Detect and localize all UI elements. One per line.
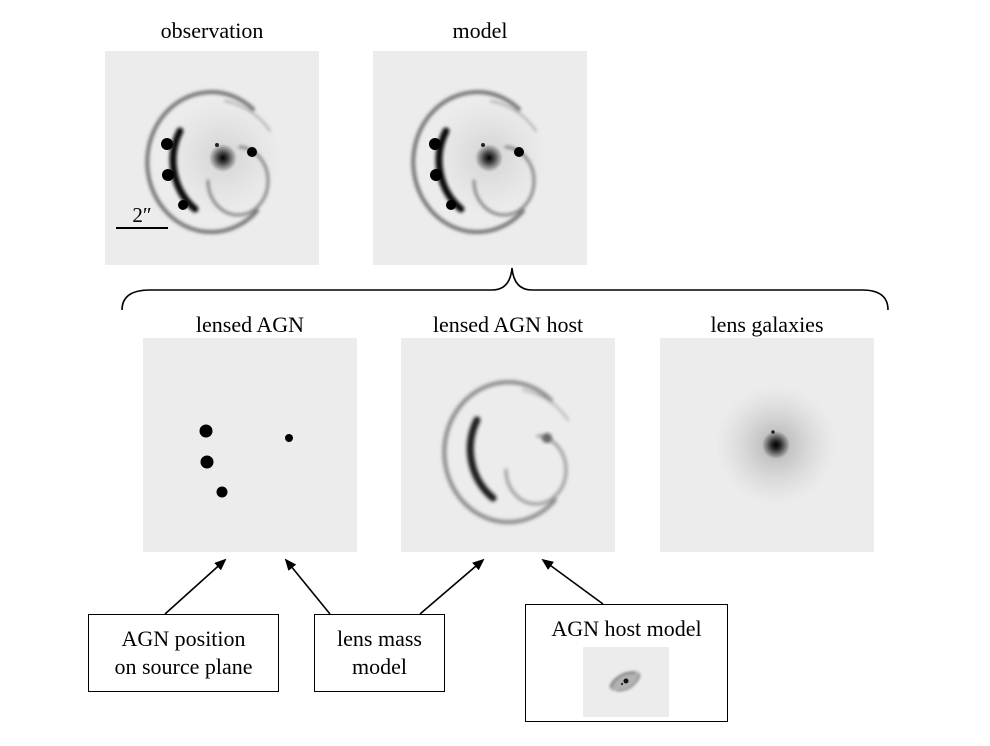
lens-mass-model-box: lens mass model xyxy=(314,614,445,692)
arrow-host-model xyxy=(541,558,604,605)
model-title: model xyxy=(452,18,508,43)
scale-bar xyxy=(116,227,168,229)
agn-host-model-box: AGN host model xyxy=(525,604,728,722)
model-image xyxy=(373,51,587,265)
lensed-agn-host-title: lensed AGN host xyxy=(432,312,584,337)
lens-galaxies-title: lens galaxies xyxy=(710,312,824,337)
arrow-mass-to-host xyxy=(419,558,485,615)
lens-mass-model-line2: model xyxy=(352,654,407,679)
lensed-agn-host-image xyxy=(401,338,615,552)
agn-position-line1: AGN position xyxy=(121,626,246,651)
agn-position-box: AGN position on source plane xyxy=(88,614,279,692)
observation-title: observation xyxy=(160,18,264,43)
agn-host-model-title: AGN host model xyxy=(551,616,702,641)
scale-bar-label: 2″ xyxy=(132,203,152,227)
arrow-mass-to-agn xyxy=(284,558,331,615)
lens-galaxies-image xyxy=(660,338,874,552)
lens-mass-model-line1: lens mass xyxy=(337,626,422,651)
lensed-agn-image xyxy=(143,338,357,552)
observation-image: 2″ xyxy=(105,51,319,265)
agn-position-line2: on source plane xyxy=(114,654,253,679)
grouping-brace xyxy=(121,267,889,311)
agn-host-model-thumbnail xyxy=(583,647,669,717)
lensed-agn-title: lensed AGN xyxy=(195,312,305,337)
arrow-agn-position xyxy=(164,558,227,615)
